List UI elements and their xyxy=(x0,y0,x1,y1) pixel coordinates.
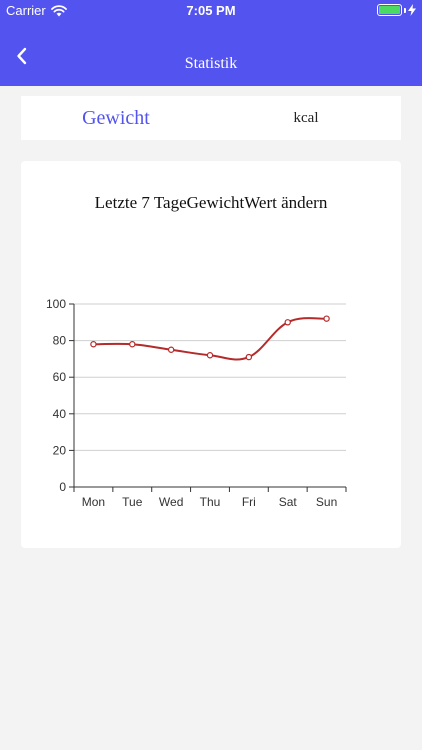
data-point-sat xyxy=(284,319,291,326)
weight-line-chart: 0 20 40 60 80 100 Mon Tue Wed Thu Fri Sat Sun xyxy=(46,297,347,509)
y-tick-label-40: 40 xyxy=(53,407,67,421)
segment-weight[interactable]: Gewicht xyxy=(82,106,150,129)
page-title: Statistik xyxy=(184,55,238,72)
segmented-control: Gewicht kcal xyxy=(21,96,401,140)
segment-kcal[interactable]: kcal xyxy=(293,109,319,126)
battery-icon xyxy=(377,4,402,16)
y-tick-label-80: 80 xyxy=(53,334,67,348)
x-tick-label-fri: Fri xyxy=(242,495,256,509)
x-tick-label-sat: Sat xyxy=(279,495,298,509)
x-tick-label-wed: Wed xyxy=(159,495,183,509)
data-point-sun xyxy=(323,315,330,322)
y-tick-label-60: 60 xyxy=(53,370,67,384)
empty-background xyxy=(0,548,422,750)
y-tick-label-20: 20 xyxy=(53,443,67,457)
y-tick-label-0: 0 xyxy=(59,480,66,494)
status-time: 7:05 PM xyxy=(186,3,236,18)
data-point-mon xyxy=(90,341,97,348)
status-bar: Carrier 7:05 PM xyxy=(0,0,422,22)
wifi-icon xyxy=(50,4,67,16)
x-tick-label-tue: Tue xyxy=(122,495,143,509)
chart-card: Letzte 7 TageGewichtWert ändern 0 20 40 60 8… xyxy=(21,161,401,548)
chart-title: Letzte 7 TageGewichtWert ändern xyxy=(94,193,328,212)
battery-fill xyxy=(379,6,400,14)
y-tick-label-100: 100 xyxy=(46,297,66,311)
status-right xyxy=(377,4,416,16)
x-tick-label-mon: Mon xyxy=(82,495,105,509)
battery-tip xyxy=(404,7,406,13)
data-point-tue xyxy=(129,341,136,348)
status-left: Carrier xyxy=(6,3,67,18)
navigation-bar: Statistik xyxy=(0,22,422,86)
carrier-label: Carrier xyxy=(6,3,46,18)
data-point-fri xyxy=(245,353,253,361)
data-point-wed xyxy=(167,346,175,353)
charging-bolt-icon xyxy=(408,4,416,16)
chevron-left-icon xyxy=(17,47,27,65)
x-tick-label-thu: Thu xyxy=(200,495,221,509)
data-point-thu xyxy=(206,352,214,359)
x-tick-label-sun: Sun xyxy=(316,495,337,509)
back-button[interactable] xyxy=(8,42,36,70)
